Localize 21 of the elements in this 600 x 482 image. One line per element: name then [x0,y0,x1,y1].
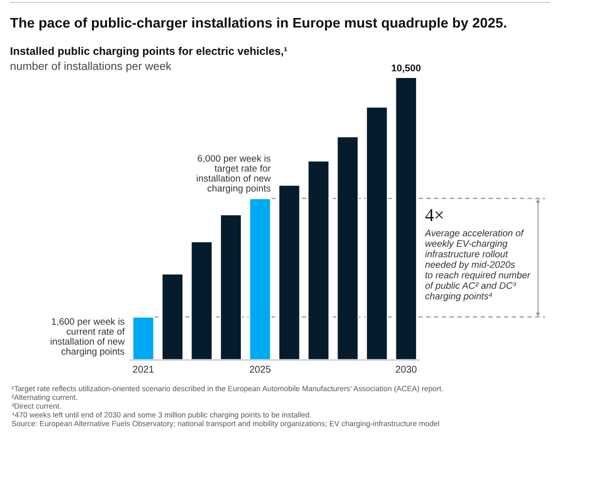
annotation: 1,600 per week is current rate of installation of new charging points [50,318,125,357]
bar [161,273,184,360]
chart-subtitle: Installed public charging points for electric vehicles,¹ [10,46,288,58]
text: 4× [425,209,443,221]
bar [248,198,272,360]
y-axis-title: number of installations per week [10,62,172,72]
text: Average acceleration of weekly EV-charging infrastructure rollout needed by mid-2020s to reach required number of public AC² and DC³ charging points⁴ [424,229,531,302]
bar [394,76,418,360]
bar [366,106,388,360]
bar [307,160,330,360]
chart-title: The pace of public-charger installations in Europe must quadruple by 2025. [10,17,506,31]
bar [132,316,155,360]
annotation: 6,000 per week is target rate for installation of new charging points [196,154,271,194]
x-tick-label: 2021 [132,366,154,373]
bar [190,240,214,360]
bar [336,136,360,360]
data-label: 10,500 [392,64,421,73]
bar [220,214,242,360]
x-tick-label: 2030 [396,366,417,373]
bar [278,184,301,360]
x-tick-label: 2025 [250,366,271,373]
